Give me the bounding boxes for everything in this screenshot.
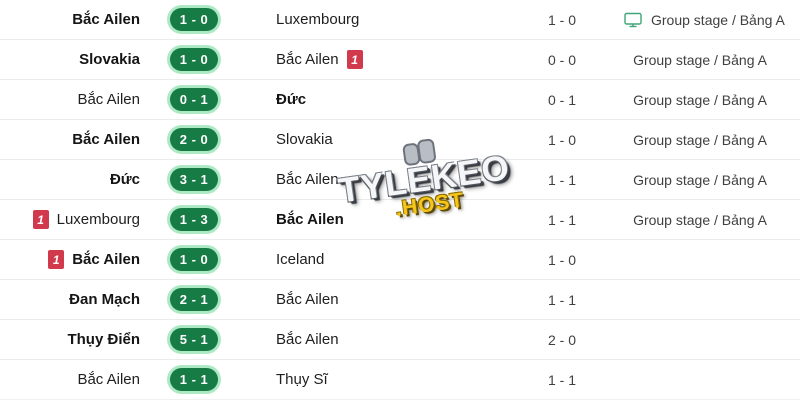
score-badge: 5 - 1	[170, 328, 218, 351]
halftime-score: 1 - 1	[547, 371, 576, 388]
home-team-cell: Bắc Ailen	[0, 11, 140, 28]
away-team-name: Iceland	[276, 251, 325, 268]
away-team-name: Bắc Ailen	[276, 291, 339, 308]
home-team-name: Slovakia	[79, 51, 140, 68]
stage-label: Group stage / Bảng A	[633, 131, 767, 148]
away-team-cell: Thụy Sĩ	[248, 371, 500, 388]
stage-label: Group stage / Bảng A	[633, 171, 767, 188]
stage-cell: Group stage / Bảng A	[624, 92, 800, 108]
away-team-name: Bắc Ailen	[276, 171, 339, 188]
score-cell: 3 - 1	[140, 168, 248, 191]
match-row[interactable]: Đức 3 - 1 Bắc Ailen 1 - 1 Group stage / …	[0, 160, 800, 200]
home-team-name: Đức	[109, 171, 140, 188]
halftime-score: 1 - 0	[547, 131, 576, 148]
score-cell: 1 - 3	[140, 208, 248, 231]
score-cell: 1 - 0	[140, 248, 248, 271]
match-row[interactable]: Bắc Ailen 0 - 1 Đức 0 - 1 Group stage / …	[0, 80, 800, 120]
stage-label: Group stage / Bảng A	[633, 91, 767, 108]
home-team-name: Đan Mạch	[69, 291, 140, 308]
match-row[interactable]: Slovakia 1 - 0 Bắc Ailen 1 0 - 0 Group s…	[0, 40, 800, 80]
home-team-name: Luxembourg	[56, 211, 140, 228]
home-team-cell: Đan Mạch	[0, 291, 140, 308]
stage-cell: Group stage / Bảng A	[624, 172, 800, 188]
score-badge: 2 - 1	[170, 288, 218, 311]
score-badge: 2 - 0	[170, 128, 218, 151]
score-badge: 0 - 1	[170, 88, 218, 111]
match-row[interactable]: Bắc Ailen 1 - 1 Thụy Sĩ 1 - 1	[0, 360, 800, 400]
score-cell: 1 - 1	[140, 368, 248, 391]
halftime-score: 1 - 1	[547, 171, 576, 188]
score-badge: 1 - 1	[170, 368, 218, 391]
red-card-badge: 1	[32, 210, 49, 229]
score-cell: 2 - 1	[140, 288, 248, 311]
score-badge: 1 - 0	[170, 8, 218, 31]
home-team-name: Bắc Ailen	[72, 11, 140, 28]
stage-cell: Group stage / Bảng A	[624, 132, 800, 148]
red-card-badge: 1	[48, 250, 65, 269]
away-team-name: Đức	[276, 91, 307, 108]
away-team-cell: Bắc Ailen	[248, 171, 500, 188]
halftime-score: 0 - 1	[547, 91, 576, 108]
stage-cell: Group stage / Bảng A	[624, 52, 800, 68]
halftime-score: 1 - 0	[547, 251, 576, 268]
score-cell: 1 - 0	[140, 8, 248, 31]
away-team-name: Slovakia	[276, 131, 333, 148]
match-row[interactable]: Thụy Điển 5 - 1 Bắc Ailen 2 - 0	[0, 320, 800, 360]
halftime-score: 2 - 0	[547, 331, 576, 348]
score-badge: 1 - 0	[170, 48, 218, 71]
away-team-cell: Luxembourg	[248, 11, 500, 28]
stage-cell: Group stage / Bảng A	[624, 12, 800, 28]
away-team-cell: Đức	[248, 91, 500, 108]
match-row[interactable]: 1 Luxembourg 1 - 3 Bắc Ailen 1 - 1 Group…	[0, 200, 800, 240]
match-row[interactable]: Bắc Ailen 1 - 0 Luxembourg 1 - 0 Group s…	[0, 0, 800, 40]
halftime-score: 1 - 0	[547, 11, 576, 28]
home-team-cell: 1 Luxembourg	[0, 210, 140, 229]
stage-label: Group stage / Bảng A	[633, 51, 767, 68]
halftime-score: 0 - 0	[547, 51, 576, 68]
match-row[interactable]: Bắc Ailen 2 - 0 Slovakia 1 - 0 Group sta…	[0, 120, 800, 160]
score-badge: 1 - 3	[170, 208, 218, 231]
away-team-name: Thụy Sĩ	[276, 371, 328, 388]
away-team-cell: Bắc Ailen 1	[248, 50, 500, 69]
home-team-cell: Bắc Ailen	[0, 371, 140, 388]
home-team-cell: Slovakia	[0, 51, 140, 68]
score-cell: 2 - 0	[140, 128, 248, 151]
home-team-name: Bắc Ailen	[72, 131, 140, 148]
match-row[interactable]: 1 Bắc Ailen 1 - 0 Iceland 1 - 0	[0, 240, 800, 280]
home-team-cell: Bắc Ailen	[0, 91, 140, 108]
away-team-cell: Slovakia	[248, 131, 500, 148]
home-team-cell: Thụy Điển	[0, 331, 140, 348]
away-team-name: Bắc Ailen	[276, 51, 339, 68]
stage-cell: Group stage / Bảng A	[624, 212, 800, 228]
red-card-badge: 1	[346, 50, 363, 69]
home-team-cell: Bắc Ailen	[0, 131, 140, 148]
home-team-name: Thụy Điển	[67, 331, 140, 348]
away-team-cell: Iceland	[248, 251, 500, 268]
score-badge: 1 - 0	[170, 248, 218, 271]
home-team-name: Bắc Ailen	[77, 371, 140, 388]
halftime-score: 1 - 1	[547, 211, 576, 228]
stage-label: Group stage / Bảng A	[651, 11, 785, 28]
home-team-cell: 1 Bắc Ailen	[0, 250, 140, 269]
away-team-name: Bắc Ailen	[276, 331, 339, 348]
score-cell: 0 - 1	[140, 88, 248, 111]
score-badge: 3 - 1	[170, 168, 218, 191]
match-row[interactable]: Đan Mạch 2 - 1 Bắc Ailen 1 - 1	[0, 280, 800, 320]
score-cell: 1 - 0	[140, 48, 248, 71]
away-team-cell: Bắc Ailen	[248, 291, 500, 308]
home-team-name: Bắc Ailen	[72, 251, 140, 268]
home-team-cell: Đức	[0, 171, 140, 188]
tv-icon[interactable]	[624, 12, 642, 28]
score-cell: 5 - 1	[140, 328, 248, 351]
home-team-name: Bắc Ailen	[77, 91, 140, 108]
away-team-name: Bắc Ailen	[276, 211, 344, 228]
away-team-cell: Bắc Ailen	[248, 211, 500, 228]
halftime-score: 1 - 1	[547, 291, 576, 308]
away-team-cell: Bắc Ailen	[248, 331, 500, 348]
away-team-name: Luxembourg	[276, 11, 360, 28]
stage-label: Group stage / Bảng A	[633, 211, 767, 228]
